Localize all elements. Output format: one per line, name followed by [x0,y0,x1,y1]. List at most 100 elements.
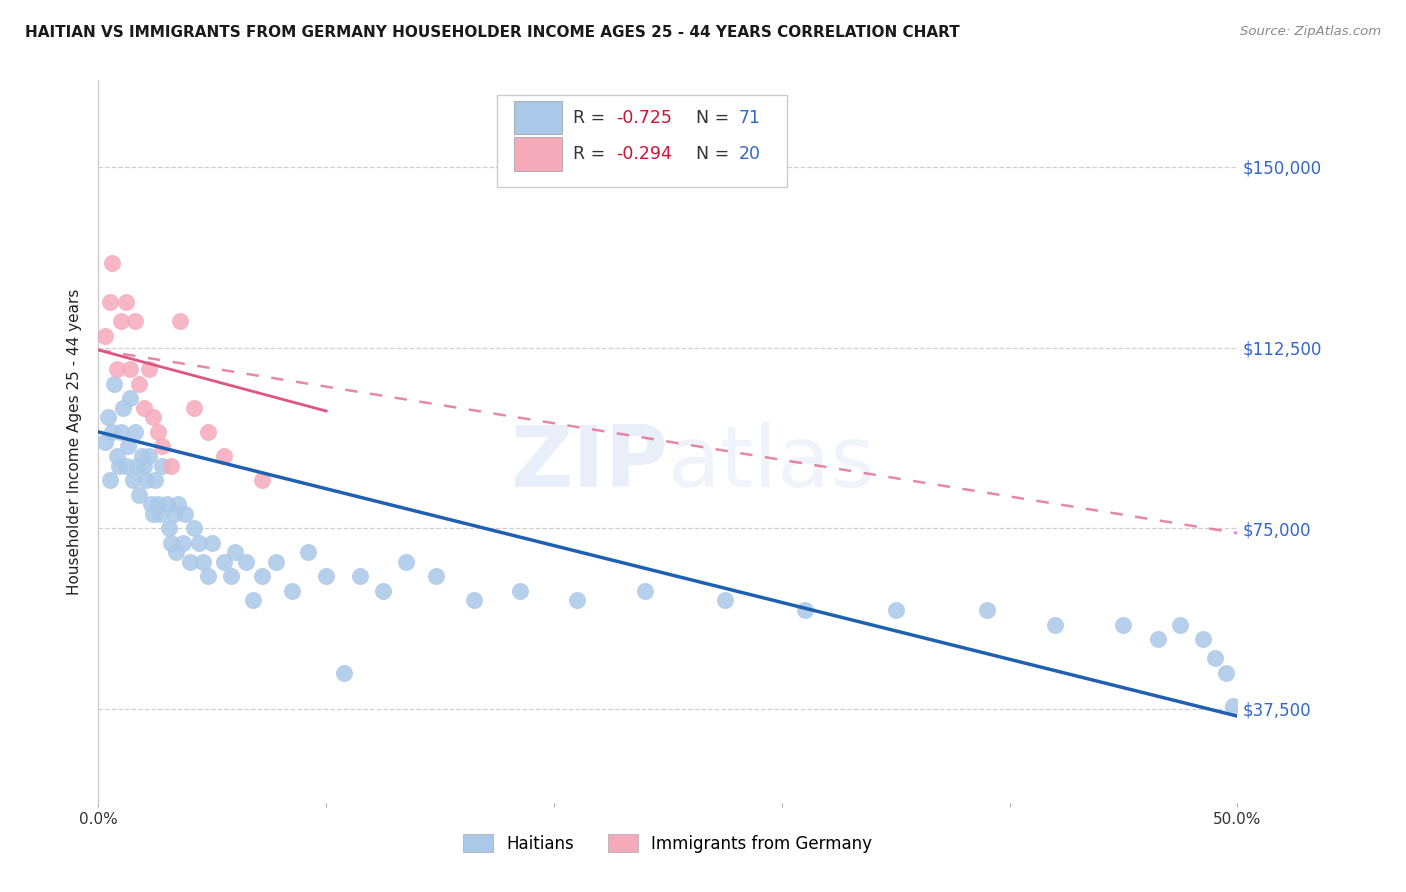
Text: R =: R = [574,109,612,127]
Point [212,449,235,463]
Point [179,555,201,569]
Point [187,535,209,549]
Point [94,328,117,343]
Text: N =: N = [696,145,735,163]
Point [1222,699,1244,714]
Point [146,497,169,511]
Point [165,545,187,559]
Point [150,439,173,453]
Point [114,458,136,473]
Point [193,555,215,569]
Point [197,425,219,439]
Point [110,314,132,328]
Point [156,497,179,511]
Text: R =: R = [574,145,612,163]
Point [124,425,146,439]
Legend: Haitians, Immigrants from Germany: Haitians, Immigrants from Germany [456,826,880,861]
Text: 71: 71 [738,109,761,127]
Point [1170,617,1192,632]
Text: -0.294: -0.294 [617,145,672,163]
Point [1192,632,1215,646]
Point [349,569,371,583]
Point [142,507,165,521]
Point [110,425,132,439]
Point [425,569,447,583]
Point [101,256,124,270]
Point [108,458,131,473]
Point [252,569,274,583]
Point [183,521,205,535]
Point [1112,617,1135,632]
Point [235,555,257,569]
Point [124,314,146,328]
Point [149,507,172,521]
Point [157,521,180,535]
Point [242,593,264,607]
Text: -0.725: -0.725 [617,109,672,127]
Point [371,583,394,598]
Point [127,458,149,473]
Point [135,473,157,487]
Point [169,314,191,328]
Point [103,376,125,391]
Point [132,401,155,415]
Point [128,487,150,501]
Point [793,603,815,617]
Point [634,583,657,598]
Point [315,569,337,583]
Point [884,603,907,617]
Point [131,449,153,463]
Point [121,473,143,487]
Point [105,449,128,463]
Text: Source: ZipAtlas.com: Source: ZipAtlas.com [1240,25,1381,38]
Point [167,497,190,511]
Point [142,410,165,425]
Point [197,569,219,583]
Point [138,362,160,376]
Point [1146,632,1168,646]
Point [463,593,485,607]
FancyBboxPatch shape [515,137,562,170]
Point [1215,665,1237,680]
Point [333,665,356,680]
Point [105,362,128,376]
Point [252,473,274,487]
Point [224,545,246,559]
Point [138,449,160,463]
Point [98,294,121,309]
Point [160,458,183,473]
Point [114,294,136,309]
Point [96,410,118,425]
Point [117,439,139,453]
Point [160,535,183,549]
Point [395,555,418,569]
Point [98,473,121,487]
Point [976,603,998,617]
FancyBboxPatch shape [515,101,562,135]
Point [172,535,194,549]
Text: ZIP: ZIP [510,422,668,505]
Point [264,555,287,569]
Point [509,583,531,598]
Point [120,391,142,405]
FancyBboxPatch shape [498,95,787,187]
Point [183,401,205,415]
Point [101,425,124,439]
Point [174,507,197,521]
Point [297,545,319,559]
Point [120,362,142,376]
Point [132,458,155,473]
Point [1043,617,1066,632]
Text: 20: 20 [738,145,761,163]
Point [281,583,304,598]
Text: atlas: atlas [668,422,876,505]
Point [128,376,150,391]
Y-axis label: Householder Income Ages 25 - 44 years: Householder Income Ages 25 - 44 years [67,288,83,595]
Text: N =: N = [696,109,735,127]
Point [1204,651,1226,665]
Point [139,497,162,511]
Point [714,593,737,607]
Point [150,458,173,473]
Point [219,569,242,583]
Point [212,555,235,569]
